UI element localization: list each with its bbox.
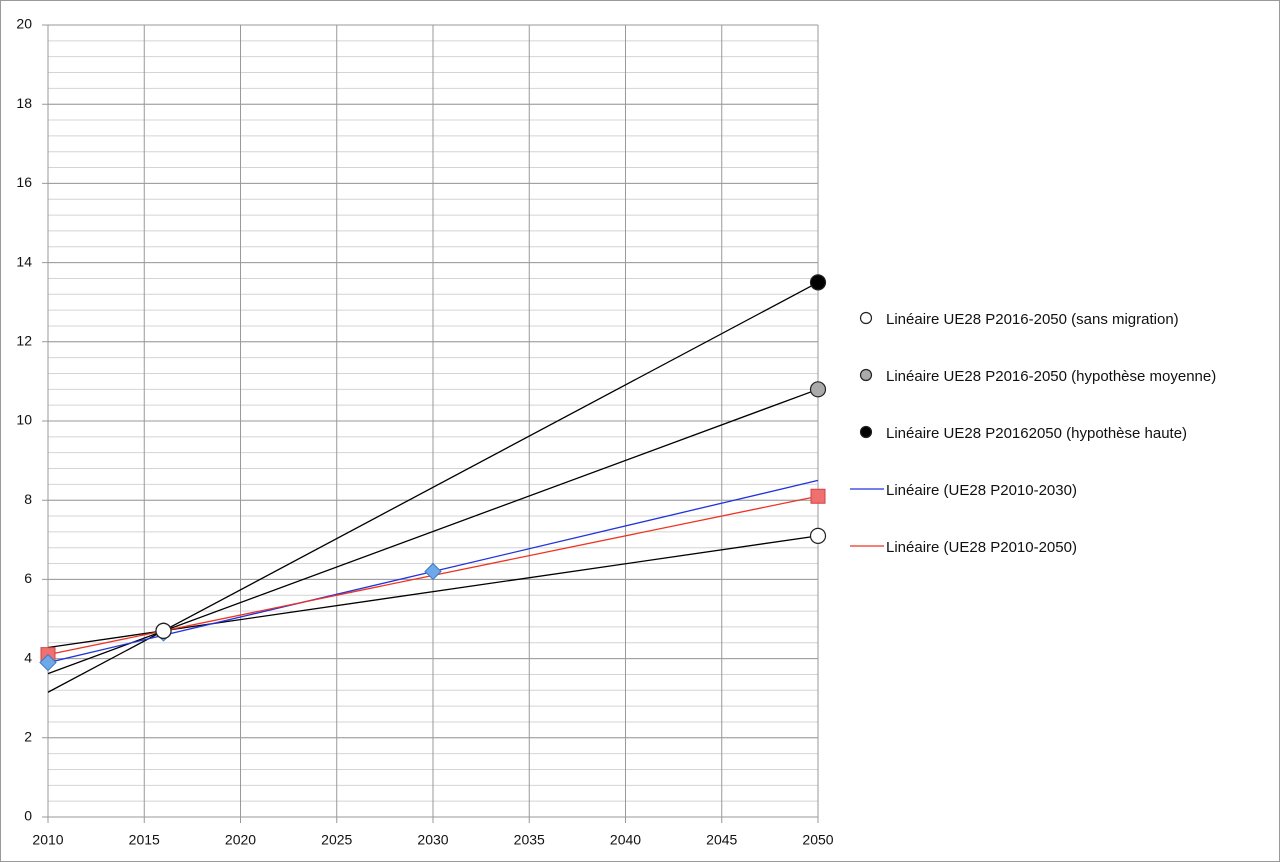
point: [809, 527, 827, 544]
x-tick-label: 2015: [129, 832, 160, 848]
y-tick-label: 8: [24, 491, 32, 507]
y-tick-label: 12: [16, 333, 32, 349]
points: [39, 274, 827, 672]
y-tick-label: 10: [16, 412, 32, 428]
y-tick-label: 0: [24, 808, 32, 824]
point: [809, 381, 827, 398]
y-tick-label: 18: [16, 95, 32, 111]
legend-marker: [859, 368, 873, 382]
point: [424, 562, 442, 581]
y-tick-label: 4: [24, 649, 32, 665]
x-tick-label: 2030: [417, 832, 448, 848]
legend-marker: [859, 311, 873, 325]
x-tick-label: 2045: [706, 832, 737, 848]
x-tick-label: 2035: [514, 832, 545, 848]
x-tick-label: 2010: [32, 832, 63, 848]
y-tick-label: 20: [16, 16, 32, 32]
legend: Linéaire UE28 P2016-2050 (sans migration…: [850, 311, 1216, 556]
legend-label: Linéaire UE28 P20162050 (hypothèse haute…: [886, 425, 1187, 442]
legend-label: Linéaire UE28 P2016-2050 (sans migration…: [886, 311, 1179, 328]
legend-label: Linéaire (UE28 P2010-2050): [886, 539, 1077, 556]
y-tick-label: 16: [16, 174, 32, 190]
x-tick-label: 2040: [610, 832, 641, 848]
y-tick-label: 14: [16, 253, 32, 269]
point: [809, 274, 827, 291]
legend-label: Linéaire (UE28 P2010-2030): [886, 482, 1077, 499]
tick-labels: 0 2 4 6 8 10 12 14 16 18 20 2010 2015 2020 2025 2030 203…: [16, 16, 833, 848]
legend-label: Linéaire UE28 P2016-2050 (hypothèse moye…: [886, 368, 1216, 385]
x-tick-label: 2050: [802, 832, 833, 848]
point: [39, 653, 57, 672]
grid: [42, 24, 819, 823]
point: [810, 488, 826, 504]
trendline: [47, 388, 819, 675]
x-tick-label: 2025: [321, 832, 352, 848]
x-tick-label: 2020: [225, 832, 256, 848]
y-tick-label: 2: [24, 729, 32, 745]
legend-marker: [859, 425, 873, 439]
trendline: [47, 281, 819, 693]
point: [155, 622, 172, 639]
y-tick-label: 6: [24, 570, 32, 586]
